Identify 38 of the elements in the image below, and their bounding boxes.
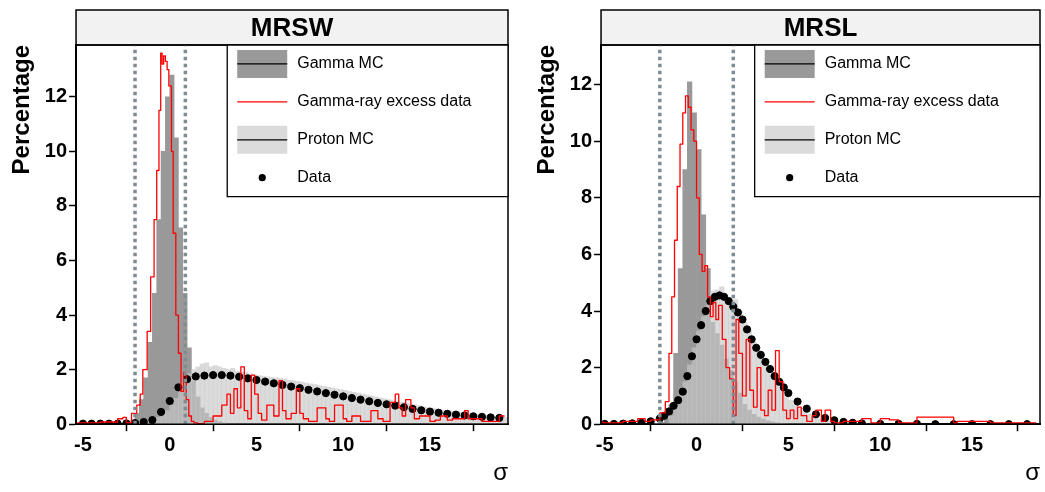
legend-label: Proton MC	[824, 130, 902, 148]
y-tick-label: 0	[580, 411, 593, 434]
x-axis-title: σ	[493, 458, 509, 486]
legend-label: Gamma MC	[824, 54, 911, 72]
y-tick-label: 10	[569, 128, 593, 151]
y-tick-label: 8	[55, 193, 68, 216]
y-tick-label: 2	[55, 357, 68, 380]
x-tick-label: 10	[869, 432, 892, 455]
x-tick-label: 0	[690, 432, 703, 455]
x-tick-label: 5	[782, 432, 794, 455]
x-tick-label: 15	[418, 432, 442, 455]
legend-label: Gamma-ray excess data	[297, 92, 472, 110]
x-tick-label: 15	[960, 432, 984, 455]
x-tick-label: 10	[332, 432, 355, 455]
legend-label: Proton MC	[297, 130, 374, 148]
y-axis-title: Percentage	[532, 45, 560, 175]
y-tick-label: 2	[580, 355, 593, 378]
y-tick-label: 0	[55, 411, 68, 434]
x-tick-label: -5	[74, 432, 92, 455]
legend-label: Gamma-ray excess data	[824, 92, 1000, 110]
y-tick-label: 4	[55, 302, 68, 325]
chart-title: MRSW	[250, 11, 334, 42]
y-tick-label: 6	[55, 248, 68, 271]
y-tick-label: 10	[44, 138, 68, 161]
legend-label: Gamma MC	[297, 54, 384, 72]
x-tick-label: 5	[250, 432, 263, 455]
x-tick-label: 0	[164, 432, 176, 455]
y-tick-label: 12	[44, 84, 68, 107]
chart-title: MRSL	[783, 11, 858, 42]
legend-label: Data	[824, 168, 859, 186]
y-tick-label: 12	[569, 72, 593, 95]
y-axis-title: Percentage	[7, 45, 35, 175]
y-tick-label: 8	[580, 185, 593, 208]
legend-label: Data	[297, 168, 332, 186]
y-tick-label: 4	[580, 298, 593, 321]
x-axis-title: σ	[1025, 458, 1041, 486]
y-tick-label: 6	[580, 241, 593, 264]
x-tick-label: -5	[595, 432, 614, 455]
